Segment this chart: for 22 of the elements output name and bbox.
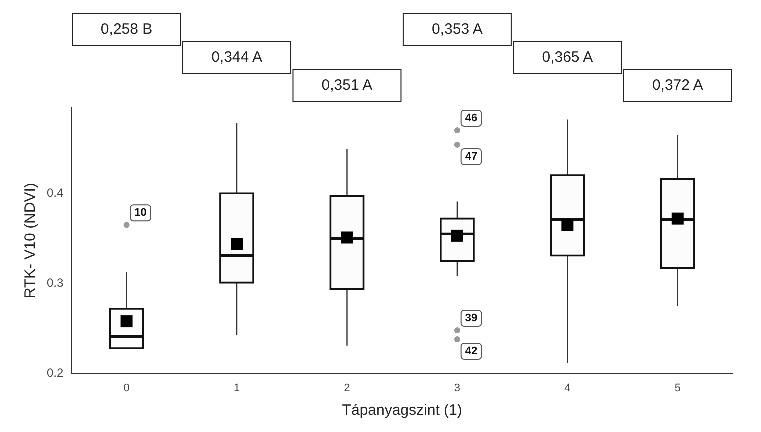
x-tick-label: 5 — [674, 382, 681, 394]
y-tick-label: 0.2 — [46, 366, 64, 380]
text: 0,258 B — [100, 21, 153, 38]
x-tick-label: 0 — [124, 382, 130, 394]
y-axis-title: RTK- V10 (NDVI) — [22, 183, 40, 299]
text: 0,365 A — [542, 49, 594, 66]
x-tick-label: 1 — [234, 382, 240, 394]
x-axis-title: Tápanyagszint (1) — [342, 402, 462, 420]
annotation: 10 — [134, 207, 147, 220]
x-tick-label: 3 — [454, 382, 461, 394]
annotation: 42 — [465, 346, 478, 358]
y-tick-label: 0.3 — [46, 276, 64, 290]
annotation: 46 — [465, 112, 478, 125]
x-tick-label: 2 — [344, 382, 350, 394]
x-tick-label: 4 — [564, 382, 571, 394]
text: 0,372 A — [652, 77, 704, 94]
y-tick-label: 0.4 — [46, 186, 64, 200]
text: 0,344 A — [212, 49, 262, 66]
annotation: 47 — [465, 150, 478, 163]
text: 0,353 A — [432, 21, 483, 38]
annotation: 39 — [465, 312, 478, 325]
text: 0,351 A — [322, 77, 373, 94]
